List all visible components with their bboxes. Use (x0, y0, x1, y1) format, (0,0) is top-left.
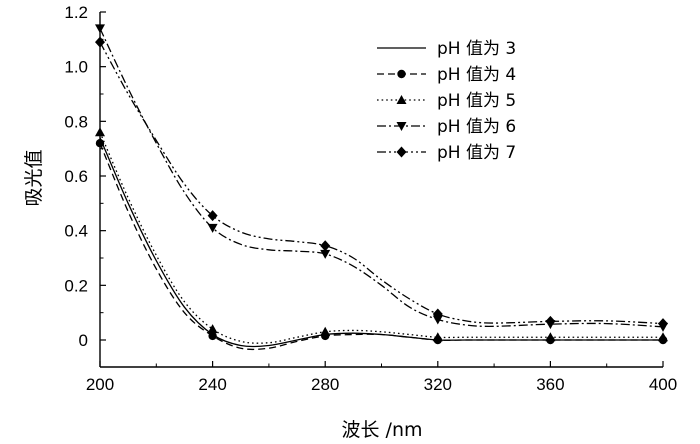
y-tick-label-0: 0 (79, 331, 88, 350)
legend-item-5: pH 值为 7 (377, 143, 516, 163)
y-tick-label-0-4: 0.4 (64, 222, 88, 241)
y-tick-label-0-8: 0.8 (64, 112, 88, 131)
series-2-line (99, 142, 663, 351)
legend-label-5: pH 值为 7 (437, 143, 516, 163)
series-4 (95, 24, 668, 332)
legend-label-4: pH 值为 6 (437, 117, 516, 137)
series-5-line (99, 41, 664, 325)
series-4-point-280 (320, 249, 331, 259)
x-axis-title: 波长 /nm (342, 419, 423, 441)
x-tick-label-400: 400 (649, 375, 677, 394)
series-5-point-240 (207, 210, 218, 222)
plot-area (95, 24, 668, 351)
legend-label-1: pH 值为 3 (437, 39, 516, 59)
y-tick-label-0-2: 0.2 (64, 276, 88, 295)
x-tick-label-200: 200 (86, 375, 114, 394)
series-1-line (99, 137, 663, 348)
series-5-point-400 (658, 318, 668, 330)
x-tick-label-320: 320 (424, 375, 452, 394)
legend-label-3: pH 值为 5 (437, 91, 516, 111)
series-2-point-240 (208, 331, 217, 341)
series-5-point-320 (432, 308, 443, 320)
series-5-point-360 (545, 315, 556, 327)
legend-marker-5 (396, 146, 407, 158)
legend-marker-2 (397, 69, 406, 79)
series-3-point-320 (432, 332, 443, 342)
series-2 (95, 139, 668, 351)
series-3-line (99, 132, 663, 344)
series-3-point-240 (207, 324, 218, 334)
series-3-point-400 (658, 332, 668, 342)
axes: 200 240 280 320 360 400 0 0.2 0.4 0.6 0.8 1.0 1.2 (64, 3, 677, 394)
x-tick-label-240: 240 (198, 375, 226, 394)
x-tick-label-360: 360 (536, 375, 564, 394)
series-5-point-280 (320, 240, 331, 252)
series-4-line (99, 28, 664, 328)
series-3-point-280 (320, 326, 331, 336)
series-1 (99, 137, 663, 348)
series-3 (95, 127, 668, 344)
series-4-point-240 (207, 223, 218, 233)
legend-item-4: pH 值为 6 (377, 117, 516, 137)
legend-item-1: pH 值为 3 (377, 39, 516, 59)
legend-label-2: pH 值为 4 (437, 65, 516, 85)
legend-marker-3 (396, 95, 407, 104)
y-axis-title: 吸光值 (23, 149, 45, 206)
y-tick-label-1-0: 1.0 (64, 58, 88, 77)
legend-item-2: pH 值为 4 (377, 65, 516, 85)
legend-marker-4 (396, 122, 407, 131)
legend: pH 值为 3 pH 值为 4 pH 值为 5 pH 值为 6 pH 值为 7 (377, 39, 516, 163)
x-tick-label-280: 280 (311, 375, 339, 394)
legend-item-3: pH 值为 5 (377, 91, 516, 111)
y-tick-label-0-6: 0.6 (64, 167, 88, 186)
series-3-point-360 (545, 332, 556, 342)
series-4-point-320 (432, 315, 443, 325)
y-tick-label-1-2: 1.2 (64, 3, 88, 22)
